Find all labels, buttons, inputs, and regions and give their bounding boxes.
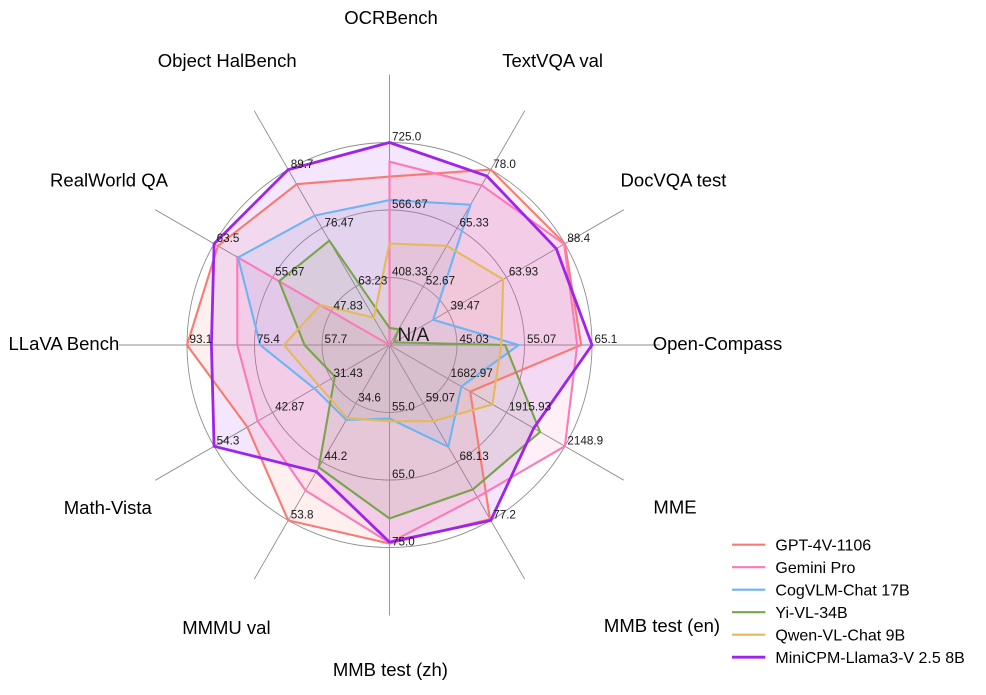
- svg-text:75.4: 75.4: [257, 333, 280, 346]
- svg-text:54.3: 54.3: [217, 435, 240, 448]
- svg-text:55.0: 55.0: [392, 401, 415, 414]
- svg-text:44.2: 44.2: [325, 450, 348, 463]
- svg-text:78.0: 78.0: [493, 158, 516, 171]
- svg-text:DocVQA test: DocVQA test: [621, 169, 727, 190]
- svg-text:34.6: 34.6: [358, 392, 381, 405]
- svg-text:57.7: 57.7: [325, 333, 348, 346]
- svg-text:CogVLM-Chat 17B: CogVLM-Chat 17B: [775, 583, 909, 600]
- svg-text:TextVQA val: TextVQA val: [502, 50, 603, 71]
- svg-text:63.5: 63.5: [217, 232, 240, 245]
- svg-text:2148.9: 2148.9: [567, 434, 603, 447]
- svg-text:65.0: 65.0: [392, 468, 415, 481]
- svg-text:1682.97: 1682.97: [451, 367, 493, 380]
- svg-text:Qwen-VL-Chat 9B: Qwen-VL-Chat 9B: [775, 628, 905, 645]
- svg-text:LLaVA Bench: LLaVA Bench: [9, 333, 120, 354]
- svg-text:408.33: 408.33: [392, 266, 428, 279]
- svg-text:47.83: 47.83: [334, 299, 363, 312]
- svg-text:MiniCPM-Llama3-V 2.5 8B: MiniCPM-Llama3-V 2.5 8B: [775, 650, 964, 667]
- svg-text:MMB test (en): MMB test (en): [604, 615, 720, 636]
- svg-text:89.7: 89.7: [291, 158, 314, 171]
- svg-text:75.0: 75.0: [392, 536, 415, 549]
- svg-text:Object HalBench: Object HalBench: [158, 50, 297, 71]
- svg-text:63.93: 63.93: [509, 266, 538, 279]
- svg-text:Open-Compass: Open-Compass: [653, 333, 783, 354]
- svg-text:Gemini Pro: Gemini Pro: [775, 560, 855, 577]
- svg-text:65.33: 65.33: [460, 216, 489, 229]
- svg-text:55.67: 55.67: [275, 266, 304, 279]
- svg-text:88.4: 88.4: [567, 232, 590, 245]
- svg-text:52.67: 52.67: [426, 275, 455, 288]
- svg-text:MMMU val: MMMU val: [182, 617, 270, 638]
- svg-text:566.67: 566.67: [392, 198, 428, 211]
- svg-text:76.47: 76.47: [325, 216, 354, 229]
- svg-text:59.07: 59.07: [426, 392, 455, 405]
- svg-text:68.13: 68.13: [460, 450, 489, 463]
- svg-text:55.07: 55.07: [527, 333, 556, 346]
- svg-text:77.2: 77.2: [493, 509, 516, 522]
- svg-text:GPT-4V-1106: GPT-4V-1106: [775, 538, 871, 555]
- svg-text:N/A: N/A: [398, 325, 430, 346]
- svg-text:45.03: 45.03: [460, 333, 489, 346]
- svg-text:MME: MME: [653, 497, 696, 518]
- svg-text:42.87: 42.87: [275, 401, 304, 414]
- svg-text:63.23: 63.23: [358, 275, 387, 288]
- svg-text:Math-Vista: Math-Vista: [64, 497, 153, 518]
- svg-text:53.8: 53.8: [291, 509, 314, 522]
- svg-text:725.0: 725.0: [392, 131, 422, 144]
- svg-text:93.1: 93.1: [190, 333, 213, 346]
- svg-text:39.47: 39.47: [451, 299, 480, 312]
- svg-text:RealWorld QA: RealWorld QA: [50, 170, 169, 191]
- svg-text:65.1: 65.1: [595, 333, 618, 346]
- svg-text:31.43: 31.43: [334, 367, 363, 380]
- svg-text:Yi-VL-34B: Yi-VL-34B: [775, 605, 847, 622]
- svg-text:OCRBench: OCRBench: [344, 7, 438, 28]
- svg-text:1915.93: 1915.93: [509, 401, 551, 414]
- svg-text:MMB test (zh): MMB test (zh): [333, 659, 448, 680]
